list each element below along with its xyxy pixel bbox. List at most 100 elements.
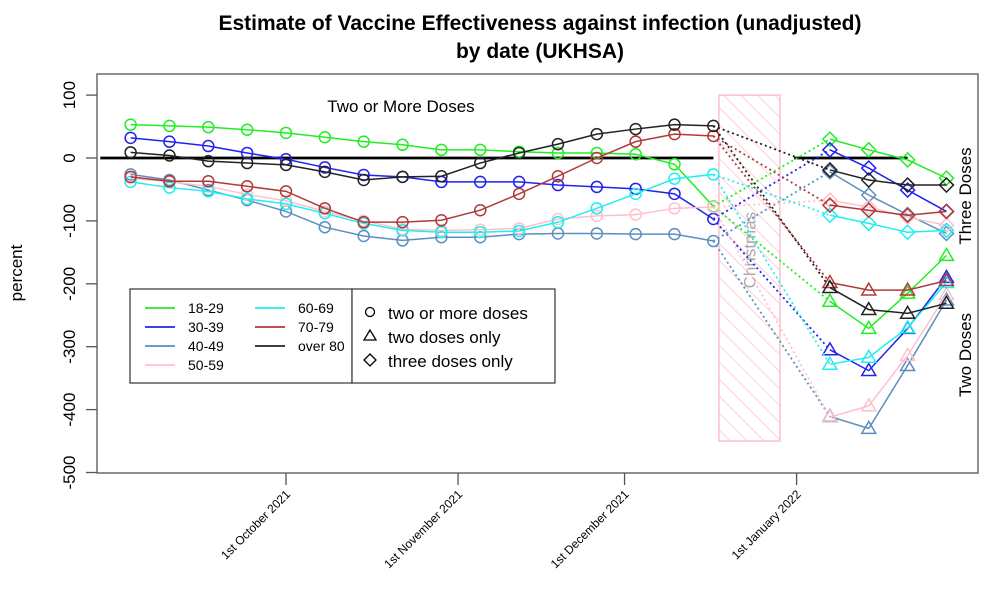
point-circle	[435, 225, 448, 239]
point-circle	[590, 127, 604, 141]
x-tick-label: 1st January 2022	[729, 487, 804, 562]
y-tick-label: -200	[60, 267, 79, 301]
legend-item-30-39: 30-39	[145, 319, 224, 335]
point-circle	[318, 161, 332, 174]
point-triangle	[860, 281, 878, 296]
line-three-doses-only	[829, 169, 947, 186]
point-diamond	[899, 207, 916, 224]
point-circle	[279, 185, 293, 198]
line-two-doses-only	[829, 282, 948, 366]
legend-label: 40-49	[188, 338, 224, 354]
annotation-three-doses: Three Doses	[956, 147, 975, 244]
point-diamond	[821, 131, 838, 148]
point-circle	[202, 139, 215, 153]
point-circle	[668, 227, 681, 241]
line-three-doses-only	[829, 149, 947, 213]
point-circle	[435, 143, 448, 157]
legend-item-18-29: 18-29	[145, 300, 224, 316]
legend-label: over 80	[298, 338, 345, 354]
series-18-29	[124, 118, 955, 335]
point-circle	[590, 227, 604, 240]
point-circle	[124, 146, 137, 159]
line-two-doses-only	[829, 277, 948, 372]
legend-box-markers	[351, 288, 556, 384]
point-circle	[590, 151, 604, 165]
line-two-or-more-doses	[130, 177, 714, 232]
line-two-or-more-doses	[130, 123, 714, 207]
point-diamond	[860, 215, 877, 232]
point-circle	[240, 188, 254, 201]
legend-label: 18-29	[188, 300, 224, 316]
series-70-79	[124, 127, 955, 296]
point-diamond	[899, 151, 916, 168]
legend-marker-label: three doses only	[388, 352, 513, 371]
y-tick-label: -500	[60, 455, 79, 489]
point-triangle	[860, 301, 878, 316]
line-two-doses-only	[829, 286, 947, 315]
line-two-or-more-doses	[130, 173, 714, 233]
point-circle	[707, 168, 720, 181]
point-circle	[163, 135, 176, 148]
point-circle	[124, 170, 137, 184]
connector-to-two-doses	[712, 173, 831, 365]
line-three-doses-only	[829, 171, 947, 235]
point-circle	[124, 118, 137, 131]
point-circle	[668, 127, 681, 141]
y-tick-label: -100	[60, 204, 79, 238]
point-circle	[512, 146, 526, 160]
x-tick-label: 1st October 2021	[218, 487, 293, 562]
chart-title-line1: Estimate of Vaccine Effectiveness agains…	[218, 12, 861, 35]
point-triangle	[899, 304, 916, 320]
point-circle	[707, 200, 720, 214]
point-circle	[629, 147, 642, 161]
point-circle	[202, 120, 215, 134]
annotation-two-doses: Two Doses	[956, 313, 975, 397]
point-circle	[240, 192, 254, 206]
point-circle	[202, 154, 215, 168]
point-circle	[396, 215, 409, 229]
point-triangle	[821, 279, 839, 294]
point-triangle	[899, 281, 916, 296]
series-layer	[124, 118, 955, 435]
point-circle	[124, 175, 137, 189]
connector-to-two-doses	[712, 125, 831, 289]
line-two-or-more-doses	[130, 137, 714, 220]
point-circle	[318, 202, 332, 215]
line-two-doses-only	[829, 299, 948, 430]
point-triangle	[938, 286, 955, 301]
point-triangle	[821, 355, 839, 370]
chart-title-line2: by date (UKHSA)	[456, 40, 624, 63]
point-circle	[474, 143, 487, 157]
point-circle	[707, 129, 720, 143]
point-circle	[202, 175, 215, 188]
point-circle	[435, 169, 448, 183]
point-triangle	[860, 362, 878, 377]
point-circle	[279, 158, 293, 172]
x-tick-label: 1st November 2021	[381, 487, 465, 571]
line-three-doses-only	[829, 204, 947, 216]
point-circle	[590, 202, 604, 215]
point-circle	[240, 146, 254, 160]
point-circle	[474, 156, 487, 170]
point-circle	[435, 214, 448, 227]
line-two-or-more-doses	[130, 123, 714, 181]
point-triangle	[860, 348, 878, 364]
diamond-marker-icon	[363, 353, 377, 367]
legend-label: 30-39	[188, 319, 224, 335]
point-diamond	[821, 161, 838, 179]
point-circle	[707, 234, 720, 248]
point-circle	[512, 224, 526, 238]
connector-to-two-doses	[712, 218, 831, 351]
point-circle	[163, 119, 176, 133]
point-circle	[396, 170, 409, 184]
point-triangle	[899, 357, 916, 372]
point-diamond	[899, 224, 916, 241]
point-circle	[629, 135, 642, 148]
point-circle	[551, 146, 565, 160]
point-diamond	[860, 202, 877, 219]
plot-frame	[96, 73, 979, 474]
point-circle	[279, 126, 293, 140]
line-three-doses-only	[829, 138, 947, 179]
annotation-two-or-more-doses: Two or More Doses	[327, 97, 474, 116]
